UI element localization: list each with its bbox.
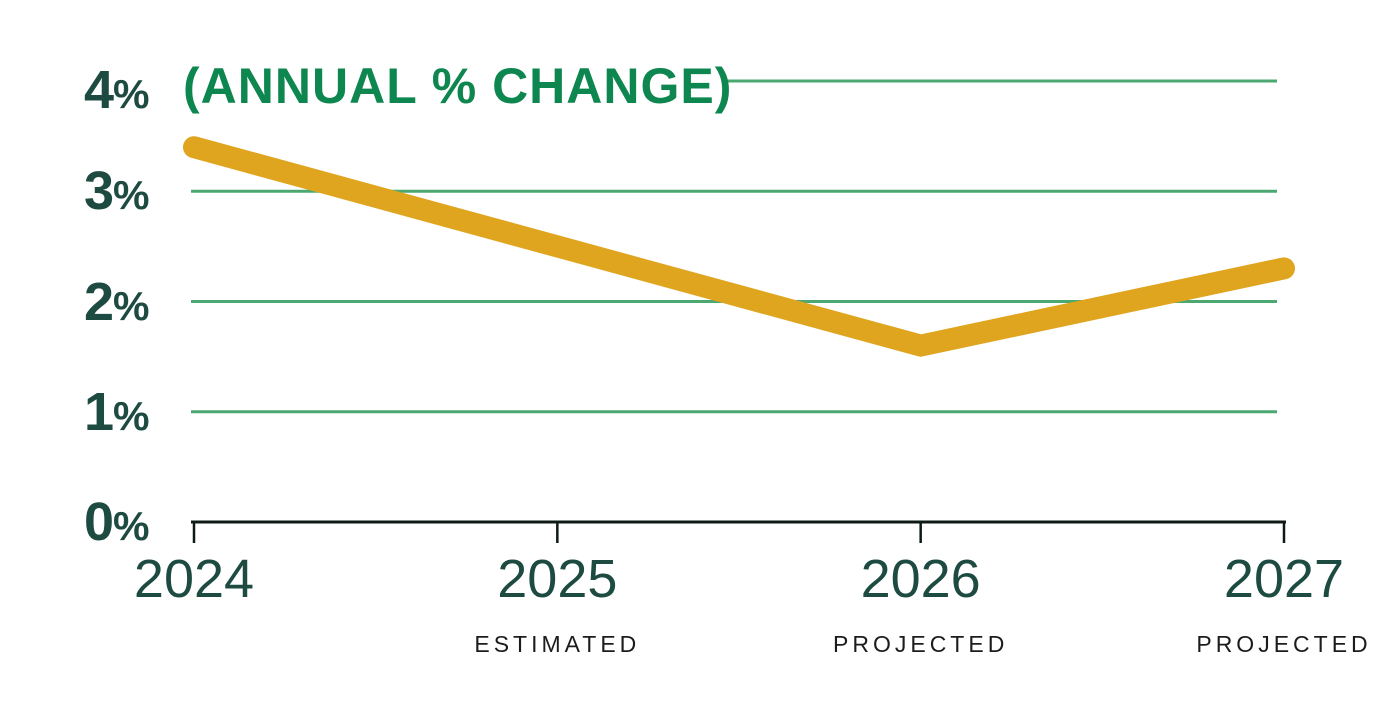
x-axis-label-2024: 2024 — [133, 549, 255, 609]
y-axis-label-value: 4 — [84, 60, 114, 120]
percent-sign: % — [113, 392, 149, 439]
x-axis-sublabel-2026: PROJECTED — [833, 631, 1009, 657]
x-axis-label-2027: 2027 — [1223, 549, 1345, 609]
y-axis-label-value: 0 — [84, 492, 114, 552]
percent-sign: % — [113, 172, 149, 219]
percent-sign: % — [113, 71, 149, 117]
y-axis-label-value: 2 — [84, 271, 114, 332]
x-axis-sublabel-2027: PROJECTED — [1196, 631, 1372, 657]
y-axis-label-3pct: 3% — [84, 161, 150, 222]
percent-sign: % — [113, 503, 149, 549]
x-axis-sublabel-2025: ESTIMATED — [474, 631, 641, 657]
trend-line-annual-percent-change — [183, 136, 1295, 357]
y-axis-label-4pct: 4% — [84, 60, 150, 120]
y-axis-label-1pct: 1% — [84, 381, 150, 442]
percent-sign: % — [113, 282, 149, 329]
y-axis-label-value: 3 — [84, 161, 114, 222]
chart-title: (ANNUAL % CHANGE) — [183, 58, 733, 114]
x-axis-label-2026: 2026 — [860, 549, 981, 609]
y-axis-label-value: 1 — [84, 381, 114, 442]
y-axis-label-0pct: 0% — [84, 492, 150, 552]
x-axis-label-2025: 2025 — [497, 549, 618, 609]
y-axis-label-2pct: 2% — [84, 271, 150, 332]
